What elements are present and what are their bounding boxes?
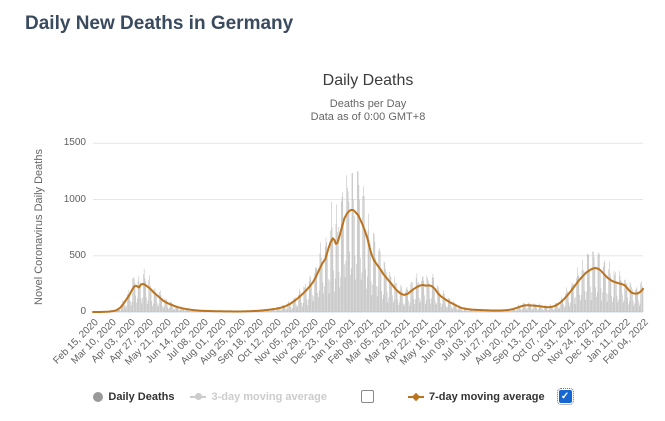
legend-label: Daily Deaths (108, 390, 175, 403)
legend-label: 7-day moving average (429, 390, 545, 403)
chart-legend: Daily Deaths 3-day moving average 7-day mo… (0, 388, 665, 405)
chart-subtitle-line1: Deaths per Day (329, 98, 407, 110)
y-axis-title: Novel Coronavirus Daily Deaths (33, 149, 45, 305)
legend-checkbox-unchecked[interactable] (361, 390, 375, 403)
page-title: Daily New Deaths in Germany (25, 13, 294, 34)
chart-subtitle-line2: Data as of 0:00 GMT+8 (310, 111, 426, 123)
legend-label: 3-day moving average (211, 390, 328, 403)
diamond-line-marker-icon (408, 391, 425, 403)
legend-item-daily-deaths[interactable]: Daily Deaths (93, 391, 174, 403)
y-tick-label: 1000 (63, 193, 86, 205)
circle-marker-icon (93, 391, 104, 402)
chart-title: Daily Deaths (322, 72, 414, 89)
legend-checkbox-checked[interactable]: ✓ (556, 388, 574, 405)
circle-line-marker-icon (190, 391, 207, 403)
y-tick-label: 500 (69, 249, 86, 261)
y-tick-label: 0 (80, 306, 86, 317)
y-tick-label: 1500 (63, 137, 86, 149)
legend-item-3-day-moving-average[interactable]: 3-day moving average (190, 391, 327, 403)
legend-item-7-day-moving-average[interactable]: 7-day moving average (408, 391, 545, 403)
